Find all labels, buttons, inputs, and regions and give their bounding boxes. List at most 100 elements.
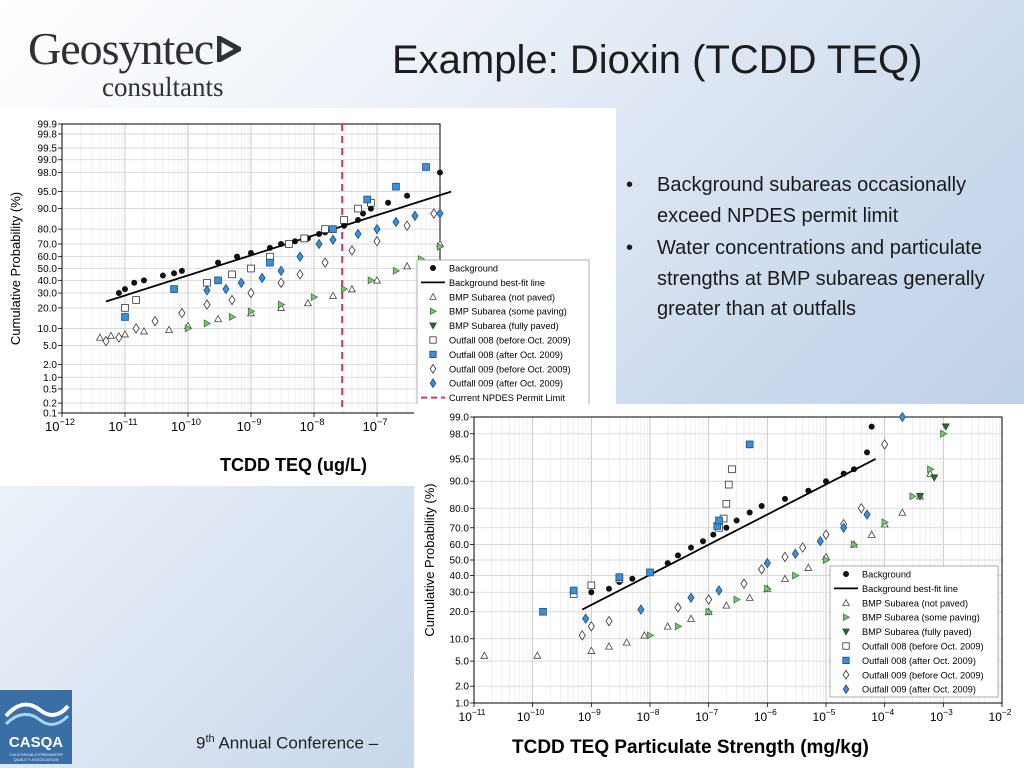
geosyntec-logo: Geosyntec consultants <box>28 26 288 110</box>
data-point <box>868 423 875 430</box>
data-point <box>373 235 381 247</box>
legend-label: Background best-fit line <box>449 278 545 288</box>
data-point <box>539 607 547 616</box>
y-tick-label: 40.0 <box>450 571 470 582</box>
data-point <box>122 286 129 293</box>
data-point <box>266 258 274 267</box>
chart-legend: Background Background best-fit line BMP Su… <box>829 565 999 698</box>
data-point <box>373 223 381 235</box>
data-point <box>646 631 655 640</box>
data-point <box>285 240 293 248</box>
data-point <box>430 208 438 219</box>
data-point <box>604 642 614 650</box>
data-point <box>822 555 831 565</box>
chart-panel-water: 0.1 0.2 0.5 1.0 2.0 5.0 10.0 20.0 30.0 40.0 50.0 60… <box>0 108 616 486</box>
bullet-item: Background subareas occasionally exceed … <box>624 170 996 231</box>
data-point <box>686 614 696 622</box>
data-point <box>615 573 624 581</box>
data-point <box>237 277 245 289</box>
x-tick-label: 10−3 <box>930 707 953 724</box>
data-point <box>222 283 230 295</box>
legend-label: Outfall 008 (after Oct. 2009) <box>449 350 563 360</box>
data-point <box>582 613 590 624</box>
data-point <box>315 238 323 250</box>
chart-water-concentration: 0.10.2 0.51.0 2.0 5.0 10.0 20.0 30.0 40.050.060… <box>8 120 590 434</box>
casqa-logo: CASQA CALIFORNIA STORMWATER QUALITY ASSO… <box>0 690 72 764</box>
data-point <box>763 557 771 569</box>
legend-marker <box>429 336 437 344</box>
chart-panel-particulate: 1.0 2.0 5.0 10.0 20.0 30.0 40.0 50.0 60.0 70.0 80.… <box>414 404 1024 768</box>
footer-ordinal: 9 <box>196 733 206 753</box>
data-point <box>715 585 723 596</box>
data-point <box>674 622 683 631</box>
data-point <box>710 531 717 538</box>
data-point <box>131 279 138 286</box>
data-point <box>915 493 925 501</box>
legend-label: Background <box>862 570 911 580</box>
legend-marker <box>429 264 436 271</box>
data-point <box>277 300 286 309</box>
x-tick-label: 10−9 <box>237 417 262 434</box>
legend-label: Background best-fit line <box>862 584 958 594</box>
legend-marker <box>842 642 850 650</box>
legend-box <box>416 259 590 406</box>
data-point <box>758 563 766 575</box>
x-tick-label: 10−6 <box>754 707 777 724</box>
y-tick-label: 80.0 <box>450 504 470 515</box>
data-point <box>745 440 754 449</box>
slide-title: Example: Dioxin (TCDD TEQ) <box>392 38 923 82</box>
data-point <box>121 313 129 321</box>
data-point <box>277 277 285 289</box>
x-tick-label: 10−2 <box>989 707 1012 724</box>
chart-marks <box>95 163 452 347</box>
y-tick-label: 0.5 <box>43 384 57 395</box>
legend-label: BMP Subarea (not paved) <box>449 292 555 302</box>
data-point <box>329 225 337 233</box>
y-tick-label: 5.0 <box>455 657 469 668</box>
data-point <box>733 595 741 604</box>
legend-marker <box>429 378 437 389</box>
data-point <box>404 192 411 199</box>
data-point <box>392 266 401 275</box>
y-axis-label: Cumulative Probability (%) <box>8 192 23 345</box>
data-point <box>102 335 110 347</box>
legend-marker <box>842 598 850 606</box>
data-point <box>228 270 236 279</box>
legend-marker <box>842 669 850 680</box>
data-point <box>864 449 871 456</box>
data-point <box>588 589 595 596</box>
y-tick-label: 80.0 <box>38 225 58 236</box>
wave-icon <box>4 702 70 726</box>
chart-caption-particulate: TCDD TEQ Particulate Strength (mg/kg) <box>512 737 869 758</box>
data-point <box>228 294 236 306</box>
data-point <box>367 205 374 212</box>
data-point <box>340 284 349 294</box>
data-point <box>746 509 753 516</box>
data-point <box>722 601 731 609</box>
data-point <box>674 602 682 613</box>
data-point <box>422 163 430 171</box>
bullet-list: Background subareas occasionally exceed … <box>624 170 996 327</box>
data-point <box>247 264 255 273</box>
y-tick-label: 30.0 <box>38 289 58 300</box>
data-point <box>247 287 255 299</box>
data-point <box>881 439 889 450</box>
legend-label: Outfall 008 (before Oct. 2009) <box>862 642 984 652</box>
data-point <box>799 542 807 553</box>
footer-ordinal-suffix: th <box>205 733 215 745</box>
x-tick-label: 10−8 <box>637 707 660 724</box>
data-point <box>140 277 147 284</box>
chart-marks <box>480 411 950 659</box>
data-point <box>106 331 116 339</box>
y-tick-label: 10.0 <box>38 324 58 335</box>
data-point <box>164 325 174 333</box>
data-point <box>629 575 636 582</box>
data-point <box>213 314 223 323</box>
data-point <box>348 245 356 256</box>
data-point <box>178 307 186 319</box>
data-point <box>354 204 362 213</box>
legend-marker <box>843 613 851 622</box>
y-tick-label: 5.0 <box>43 341 57 352</box>
data-point <box>347 284 357 293</box>
legend-marker <box>429 292 437 300</box>
